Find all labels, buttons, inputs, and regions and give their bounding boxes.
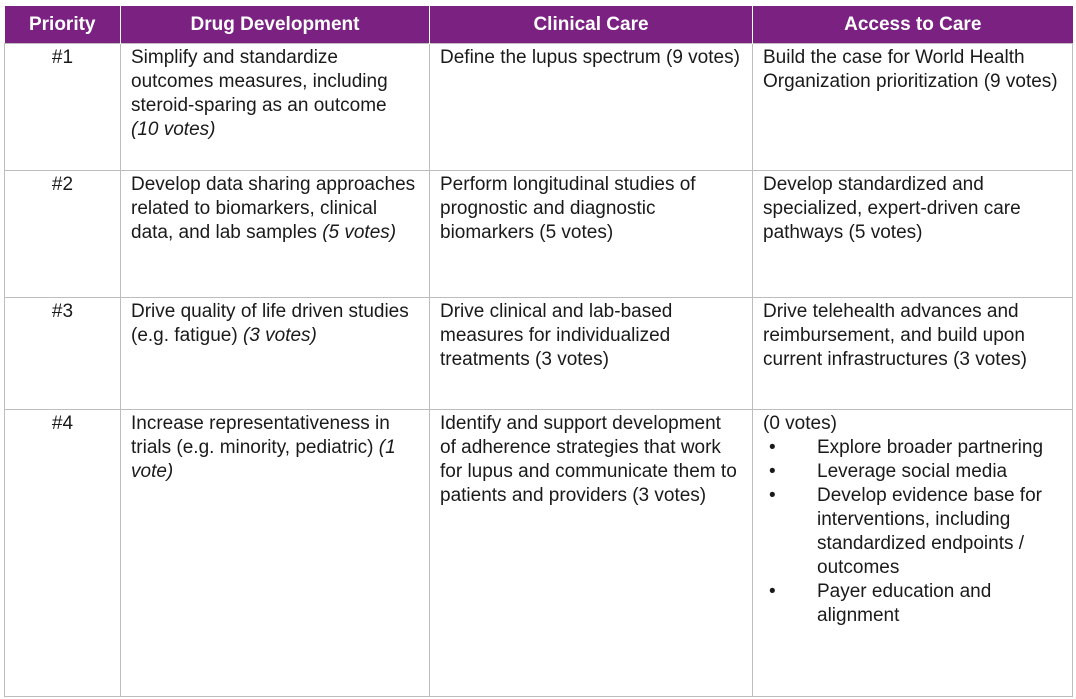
bullet-icon: •	[769, 485, 776, 506]
priority-cell: #3	[4, 297, 121, 410]
clinical-care-cell: Identify and support development of adhe…	[429, 409, 753, 697]
priority-cell: #4	[4, 409, 121, 697]
vote-count: (0 votes)	[763, 413, 837, 434]
list-item: • Explore broader partnering	[763, 436, 1062, 460]
vote-count: (10 votes)	[131, 119, 216, 140]
access-bullet-list: • Explore broader partnering • Leverage so…	[763, 436, 1062, 628]
table-row: #1 Simplify and standardize outcomes mea…	[4, 43, 1073, 171]
vote-count: (1 vote)	[131, 437, 396, 482]
cell-text: Simplify and standardize outcomes measur…	[131, 47, 388, 116]
bullet-icon: •	[769, 437, 776, 458]
list-item-text: Leverage social media	[817, 461, 1008, 482]
header-row: Priority Drug Development Clinical Care …	[4, 6, 1073, 44]
bullet-icon: •	[769, 581, 776, 602]
list-item: • Leverage social media	[763, 460, 1062, 484]
list-item-text: Explore broader partnering	[817, 437, 1044, 458]
list-item: • Payer education and alignment	[763, 580, 1062, 628]
table-row: #3 Drive quality of life driven studies …	[4, 297, 1073, 410]
drug-development-cell: Increase representativeness in trials (e…	[120, 409, 430, 697]
table-row: #2 Develop data sharing approaches relat…	[4, 170, 1073, 298]
priority-cell: #1	[4, 43, 121, 171]
header-clinical-care: Clinical Care	[429, 6, 753, 44]
list-item: • Develop evidence base for interventions…	[763, 484, 1062, 580]
table-row: #4 Increase representativeness in trials…	[4, 409, 1073, 697]
access-to-care-cell: Drive telehealth advances and reimbursem…	[752, 297, 1073, 410]
access-to-care-cell: Develop standardized and specialized, ex…	[752, 170, 1073, 298]
access-to-care-cell: Build the case for World Health Organiza…	[752, 43, 1073, 171]
access-to-care-cell: (0 votes) • Explore broader partnering • L…	[752, 409, 1073, 697]
cell-text: Develop data sharing approaches related …	[131, 174, 416, 243]
drug-development-cell: Drive quality of life driven studies (e.…	[120, 297, 430, 410]
header-access-to-care: Access to Care	[752, 6, 1073, 44]
clinical-care-cell: Define the lupus spectrum (9 votes)	[429, 43, 753, 171]
drug-development-cell: Simplify and standardize outcomes measur…	[120, 43, 430, 171]
header-priority: Priority	[4, 6, 121, 44]
priorities-table: Priority Drug Development Clinical Care …	[4, 6, 1073, 697]
list-item-text: Payer education and alignment	[817, 581, 992, 626]
clinical-care-cell: Drive clinical and lab-based measures fo…	[429, 297, 753, 410]
priority-cell: #2	[4, 170, 121, 298]
vote-count: (5 votes)	[322, 222, 397, 243]
clinical-care-cell: Perform longitudinal studies of prognost…	[429, 170, 753, 298]
cell-text: Increase representativeness in trials (e…	[131, 413, 390, 458]
list-item-text: Develop evidence base for interventions,…	[817, 485, 1042, 578]
bullet-icon: •	[769, 461, 776, 482]
cell-text: Drive quality of life driven studies (e.…	[131, 301, 409, 346]
header-drug-development: Drug Development	[120, 6, 430, 44]
vote-count: (3 votes)	[242, 325, 317, 346]
drug-development-cell: Develop data sharing approaches related …	[120, 170, 430, 298]
